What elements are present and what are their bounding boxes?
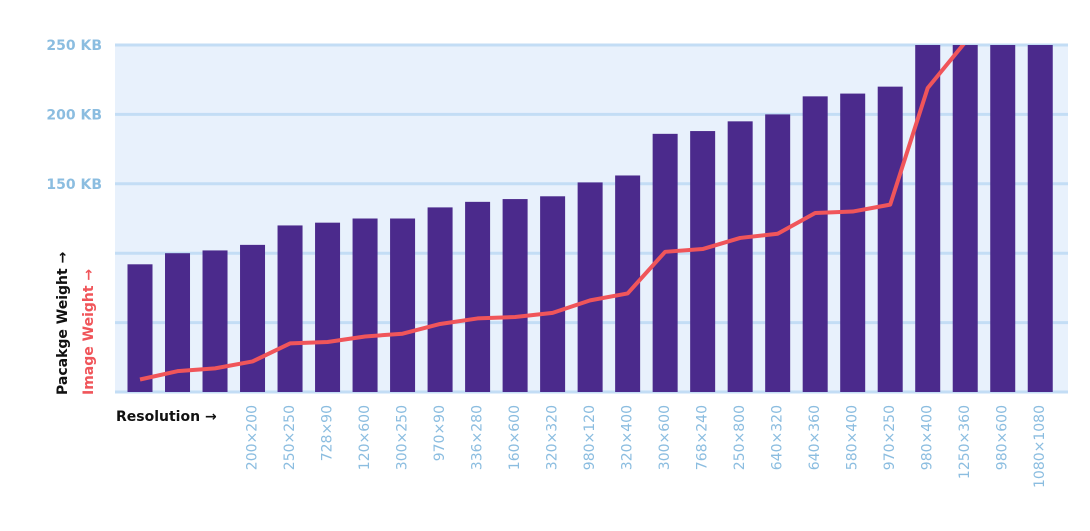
- bar: [690, 131, 716, 392]
- bar: [390, 218, 416, 392]
- x-tick-label: 728×90: [320, 405, 336, 461]
- bar: [540, 196, 566, 392]
- x-axis-label: Resolution →: [116, 409, 217, 425]
- y-axis-label: Pacakge Weight →: [55, 251, 71, 395]
- bar: [315, 222, 341, 392]
- x-tick-label: 300×250: [395, 405, 411, 470]
- y-axis-label: Image Weight →: [81, 269, 97, 395]
- x-tick-label: 200×200: [245, 405, 261, 470]
- bar: [277, 225, 303, 392]
- x-tick-label: 250×250: [282, 405, 298, 470]
- x-tick-label: 250×800: [732, 405, 748, 470]
- x-tick-label: 640×360: [807, 405, 823, 470]
- x-tick-label: 580×400: [845, 405, 861, 470]
- bar: [840, 93, 866, 392]
- bar: [915, 45, 941, 392]
- x-tick-label: 320×400: [620, 405, 636, 470]
- bar: [952, 45, 978, 392]
- x-tick-label: 970×250: [882, 405, 898, 470]
- bar: [240, 244, 266, 392]
- bar: [765, 114, 791, 392]
- bar: [877, 86, 903, 392]
- bar: [727, 121, 753, 392]
- x-tick-label: 300×600: [657, 405, 673, 470]
- labels: 150 KB 200 KB 250 KB 200×200 250×250 728×90 12…: [46, 38, 1048, 488]
- x-tick-label: 970×90: [432, 405, 448, 461]
- bar: [577, 182, 603, 392]
- y-tick-label: 250 KB: [46, 38, 102, 54]
- x-tick-label: 160×600: [507, 405, 523, 470]
- x-tick-label: 980×400: [920, 405, 936, 470]
- x-tick-label: 1080×1080: [1032, 405, 1048, 488]
- line: [139, 45, 966, 382]
- bar: [352, 218, 378, 392]
- bar: [127, 264, 153, 392]
- bar: [802, 96, 828, 392]
- bar: [465, 201, 491, 392]
- bar: [502, 199, 528, 392]
- x-tick-label: 980×120: [582, 405, 598, 470]
- bar: [427, 207, 453, 392]
- marks: [127, 45, 1053, 392]
- x-tick-label: 640×320: [770, 405, 786, 470]
- y-tick-label: 150 KB: [46, 177, 102, 193]
- x-tick-label: 336×280: [470, 405, 486, 470]
- x-tick-label: 768×240: [695, 405, 711, 470]
- bar: [990, 45, 1016, 392]
- y-tick-label: 200 KB: [46, 107, 102, 123]
- bar: [1027, 45, 1053, 392]
- x-tick-label: 1250×360: [957, 405, 973, 479]
- x-tick-label: 980×600: [995, 405, 1011, 470]
- x-tick-label: 320×320: [545, 405, 561, 470]
- x-tick-label: 120×600: [357, 405, 373, 470]
